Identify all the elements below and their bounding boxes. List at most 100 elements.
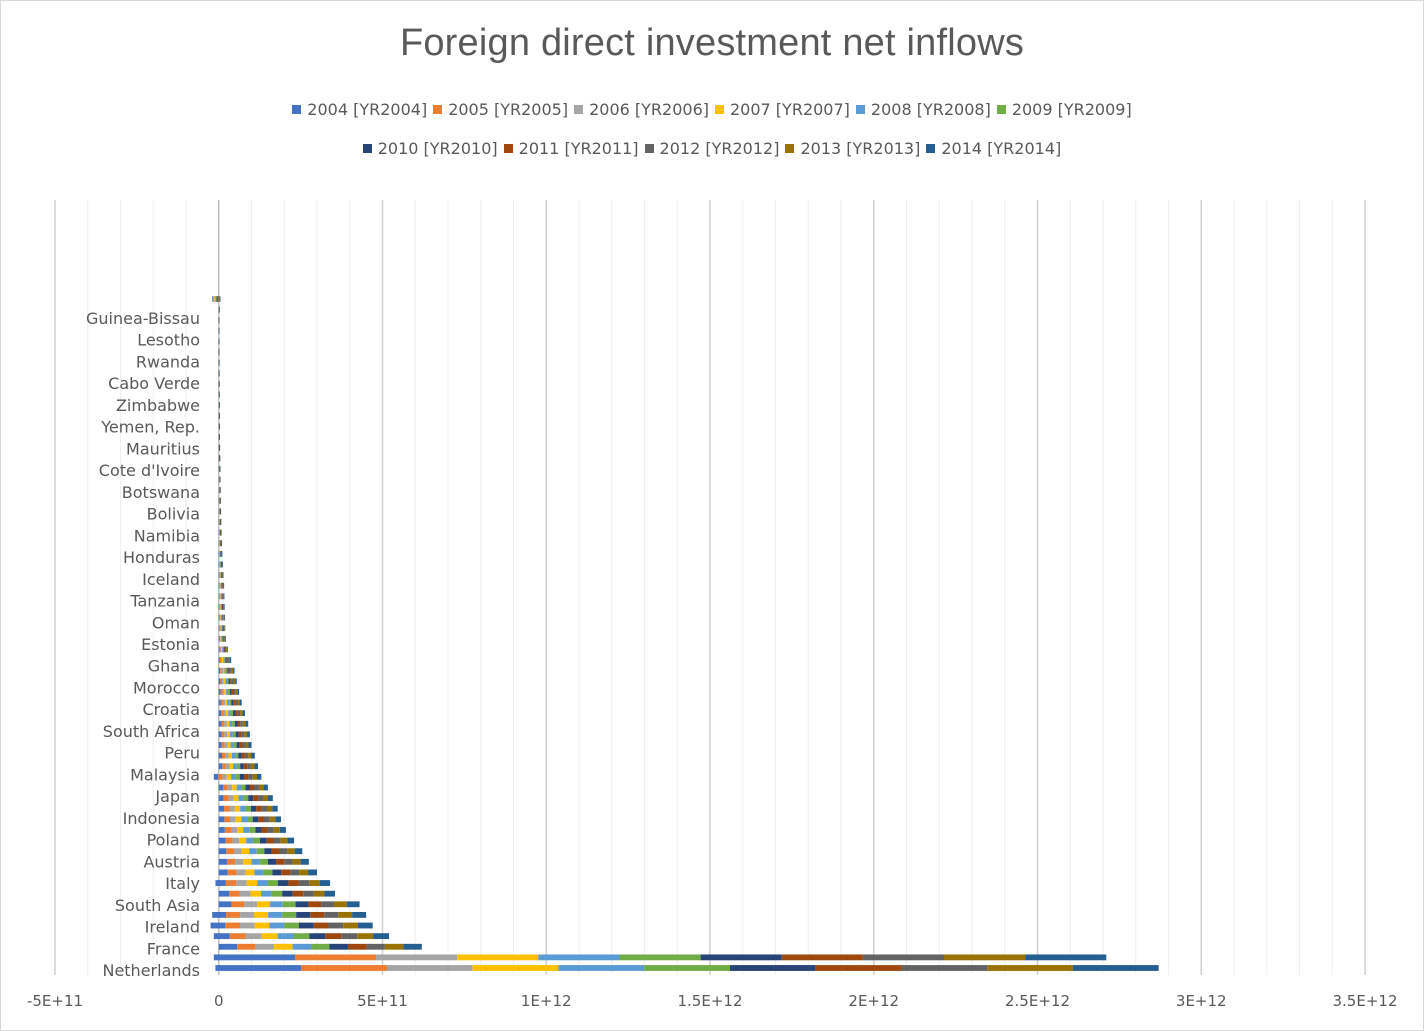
bar-segment [245, 805, 251, 812]
bar-segment [250, 890, 262, 897]
bar-segment [219, 625, 220, 632]
bar-segment [221, 614, 223, 621]
bar-segment [218, 359, 220, 366]
bar-segment [357, 922, 373, 929]
bar-segment [295, 901, 309, 908]
legend-label: 2007 [YR2007] [730, 100, 850, 119]
bar-segment [254, 911, 269, 918]
bar-segment [218, 742, 222, 748]
bar-segment [218, 635, 220, 642]
bar-segment [225, 657, 227, 663]
bar-segment [220, 487, 221, 494]
bar-segment [282, 890, 293, 897]
bar-segment [218, 827, 225, 833]
bar-segment [237, 699, 240, 706]
bar-segment [218, 720, 222, 727]
bar-segment [263, 869, 273, 876]
bar-segment [218, 296, 220, 302]
bar-segment [213, 296, 215, 302]
bar-segment [222, 763, 226, 770]
bar-segment [221, 667, 224, 674]
category-label: Tanzania [129, 592, 200, 611]
bar-segment [223, 635, 224, 642]
legend-entry: 2004 [YR2004] [292, 100, 427, 119]
bar-segment [221, 572, 222, 579]
bar-segment [219, 604, 221, 610]
bar-segment [243, 827, 250, 833]
bar-segment [296, 911, 311, 918]
bar-segment [220, 699, 223, 706]
legend-swatch [996, 105, 1006, 114]
bar-segment [222, 572, 223, 579]
bar-segment [239, 742, 243, 748]
bar-segment [223, 625, 225, 632]
category-label: Lesotho [137, 331, 200, 350]
bar-segment [240, 911, 255, 918]
bar-segment [341, 933, 358, 940]
bar-segment [218, 582, 220, 589]
bar-segment [237, 710, 241, 717]
bar-segment [219, 614, 221, 621]
bar-segment [220, 508, 222, 515]
bar-segment [233, 688, 236, 695]
bar-segment [288, 880, 299, 886]
bar-segment [219, 561, 220, 568]
bar-segment [222, 773, 227, 780]
bar-segment [224, 604, 225, 610]
bar-segment [218, 943, 238, 950]
bar-segment [218, 858, 227, 865]
bar-segment [277, 880, 289, 886]
legend-label: 2010 [YR2010] [377, 139, 498, 158]
legend-swatch [715, 105, 724, 114]
bar-segment [220, 678, 223, 685]
bar-segment [221, 720, 225, 727]
bar-segment [224, 657, 226, 663]
bar-segment [1072, 965, 1159, 971]
bar-segment [862, 954, 945, 961]
bar-segment [215, 296, 216, 302]
bar-segment [231, 667, 234, 674]
category-label: Morocco [133, 678, 200, 697]
category-label: Malaysia [130, 765, 200, 784]
bar-segment [234, 720, 238, 727]
bar-segment [255, 943, 275, 950]
bar-segment [225, 699, 228, 706]
bar-segment [213, 933, 230, 940]
bar-segment [287, 848, 295, 855]
bar-segment [279, 848, 288, 855]
bar-segment [219, 614, 220, 621]
bar-segment [241, 731, 245, 738]
bar-segment [237, 688, 240, 695]
bar-segment [220, 561, 221, 568]
legend-row-2: 2010 [YR2010] 2011 [YR2011] 2012 [YR2012] 2… [0, 139, 1424, 158]
bar-segment [241, 752, 245, 759]
bar-segment [221, 593, 223, 600]
legend-label: 2005 [YR2005] [448, 100, 569, 119]
bar-segment [245, 869, 255, 876]
bar-segment [220, 593, 222, 600]
legend-label: 2012 [YR2012] [659, 139, 780, 158]
bar-segment [218, 890, 230, 897]
bar-segment [219, 593, 221, 600]
bar-segment [224, 827, 231, 833]
bar-segment [228, 657, 231, 663]
bar-segment [231, 752, 236, 759]
bar-segment [233, 848, 242, 855]
bar-segment [347, 943, 367, 950]
bar-segment [218, 763, 223, 770]
bar-segment [225, 667, 228, 674]
bar-segment [236, 763, 241, 770]
bar-segment [232, 837, 240, 844]
bar-segment [221, 625, 222, 632]
bar-segment [223, 710, 226, 717]
bar-segment [218, 614, 220, 621]
bar-segment [235, 752, 239, 759]
bar-segment [386, 965, 473, 971]
bar-segment [292, 858, 301, 865]
bar-segment [987, 965, 1073, 971]
bar-segment [267, 827, 274, 833]
bar-segment [222, 625, 223, 632]
bar-segment [277, 933, 294, 940]
bar-segment [558, 965, 645, 971]
x-tick-label: 1.5E+12 [678, 992, 743, 1010]
